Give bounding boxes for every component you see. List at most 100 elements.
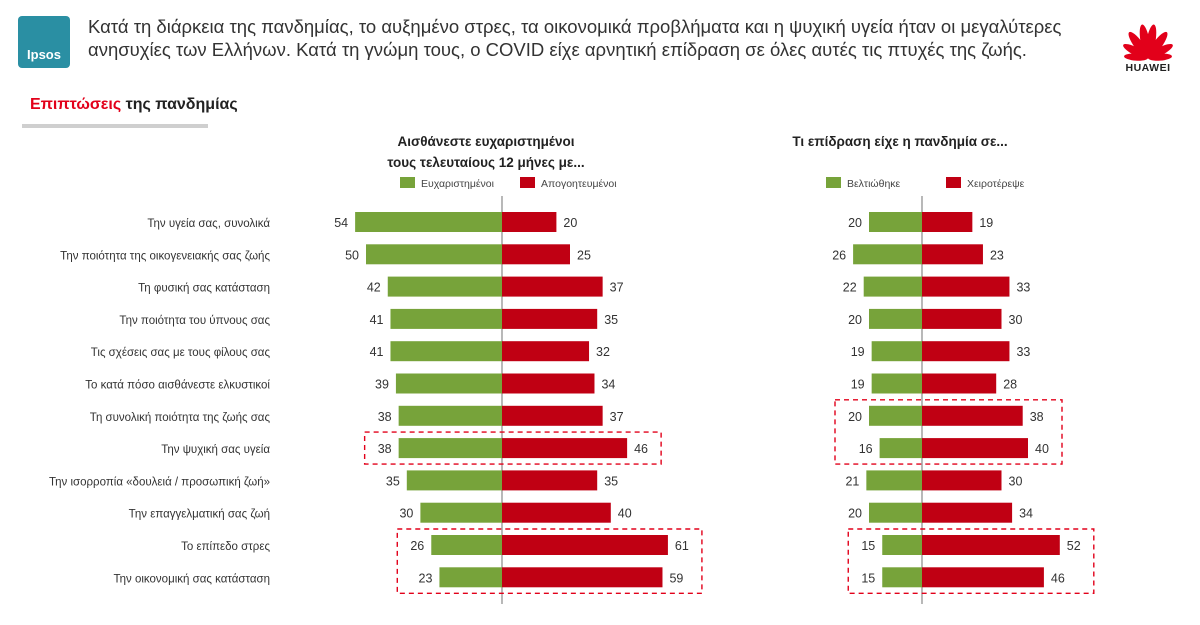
bar-Βελτιώθηκε [879, 438, 922, 459]
ipsos-logo: Ipsos [18, 16, 70, 68]
data-label: 19 [851, 378, 865, 392]
bar-Βελτιώθηκε [871, 341, 922, 362]
bar-Χειροτέρεψε [922, 244, 983, 265]
bar-Ευχαριστημένοι [390, 341, 502, 362]
bar-Χειροτέρεψε [922, 276, 1010, 297]
bar-Βελτιώθηκε [853, 244, 922, 265]
bar-Απογοητευμένοι [502, 438, 628, 459]
bar-Χειροτέρεψε [922, 373, 997, 394]
category-label: Το κατά πόσο αισθάνεστε ελκυστικοί [85, 380, 270, 392]
category-label: Την ποιότητα της οικογενειακής σας ζωής [60, 250, 270, 262]
bar-Χειροτέρεψε [922, 438, 1028, 459]
data-label: 42 [367, 281, 381, 295]
data-label: 61 [675, 539, 689, 553]
bar-Χειροτέρεψε [922, 470, 1002, 491]
bar-Απογοητευμένοι [502, 405, 603, 426]
bar-Χειροτέρεψε [922, 341, 1010, 362]
huawei-flower-icon [1123, 24, 1173, 61]
chart-title: τους τελευταίους 12 μήνες με... [387, 155, 584, 170]
data-label: 20 [563, 216, 577, 230]
data-label: 38 [378, 442, 392, 456]
bar-Χειροτέρεψε [922, 567, 1044, 588]
bar-Απογοητευμένοι [502, 244, 570, 265]
chart-title: Αισθάνεστε ευχαριστημένοι [398, 134, 575, 149]
bar-Χειροτέρεψε [922, 535, 1060, 555]
section-title: Επιπτώσεις της πανδημίας [30, 96, 238, 114]
bar-Ευχαριστημένοι [420, 502, 502, 523]
bar-Ευχαριστημένοι [406, 470, 502, 491]
data-label: 35 [386, 474, 400, 488]
bar-Απογοητευμένοι [502, 535, 668, 555]
category-label: Την οικονομική σας κατάσταση [113, 573, 270, 585]
bar-Ευχαριστημένοι [439, 567, 502, 588]
data-label: 16 [859, 442, 873, 456]
bar-Βελτιώθηκε [871, 373, 922, 394]
bar-Βελτιώθηκε [866, 470, 922, 491]
category-label: Την υγεία σας, συνολικά [147, 218, 270, 230]
highlight-box [396, 528, 703, 595]
category-label: Τη συνολική ποιότητα της ζωής σας [90, 412, 271, 424]
data-label: 20 [848, 216, 862, 230]
data-label: 52 [1067, 539, 1081, 553]
bar-Βελτιώθηκε [882, 567, 922, 588]
data-label: 21 [845, 474, 859, 488]
bar-Απογοητευμένοι [502, 567, 663, 588]
section-underline [22, 124, 208, 128]
data-label: 41 [370, 313, 384, 327]
highlight-box [834, 399, 1063, 465]
data-label: 30 [399, 507, 413, 521]
bar-Ευχαριστημένοι [390, 308, 502, 329]
data-label: 26 [832, 248, 846, 262]
data-label: 35 [604, 474, 618, 488]
headline: Κατά τη διάρκεια της πανδημίας, το αυξημ… [88, 16, 1062, 60]
highlight-box [363, 431, 662, 465]
category-label: Το επίπεδο στρες [181, 541, 270, 553]
category-label: Την ψυχική σας υγεία [161, 444, 270, 456]
section-title-rest: της πανδημίας [121, 96, 238, 113]
data-label: 33 [1016, 345, 1030, 359]
bar-Βελτιώθηκε [869, 212, 922, 232]
data-label: 30 [1009, 474, 1023, 488]
bar-Βελτιώθηκε [863, 276, 922, 297]
bar-Ευχαριστημένοι [398, 405, 502, 426]
data-label: 20 [848, 313, 862, 327]
bar-Βελτιώθηκε [869, 502, 922, 523]
category-label: Τις σχέσεις σας με τους φίλους σας [91, 347, 271, 359]
category-label: Την επαγγελματική σας ζωή [129, 509, 270, 521]
data-label: 41 [370, 345, 384, 359]
legend-label: Βελτιώθηκε [847, 178, 901, 190]
data-label: 22 [843, 281, 857, 295]
data-label: 28 [1003, 378, 1017, 392]
category-label: Την ποιότητα του ύπνους σας [119, 315, 270, 327]
data-label: 35 [604, 313, 618, 327]
bar-Χειροτέρεψε [922, 212, 973, 232]
bar-Απογοητευμένοι [502, 308, 598, 329]
data-label: 23 [419, 571, 433, 585]
bar-Ευχαριστημένοι [366, 244, 502, 265]
data-label: 19 [979, 216, 993, 230]
data-label: 37 [610, 281, 624, 295]
data-label: 30 [1009, 313, 1023, 327]
data-label: 20 [848, 507, 862, 521]
legend-swatch [946, 177, 961, 188]
bar-Απογοητευμένοι [502, 276, 603, 297]
category-label: Την ισορροπία «δουλειά / προσωπική ζωή» [49, 476, 270, 488]
bar-Ευχαριστημένοι [431, 535, 502, 555]
legend-label: Χειροτέρεψε [967, 178, 1025, 190]
chart-title: Τι επίδραση είχε η πανδημία σε... [792, 134, 1007, 149]
ipsos-logo-text: Ipsos [27, 47, 61, 62]
data-label: 37 [610, 410, 624, 424]
bar-Απογοητευμένοι [502, 373, 595, 394]
data-label: 59 [669, 571, 683, 585]
bar-Ευχαριστημένοι [395, 373, 502, 394]
huawei-logo-text: HUAWEI [1125, 62, 1171, 74]
data-label: 15 [861, 539, 875, 553]
data-label: 32 [596, 345, 610, 359]
category-label: Τη φυσική σας κατάσταση [138, 283, 270, 295]
data-label: 19 [851, 345, 865, 359]
bar-Βελτιώθηκε [869, 405, 922, 426]
data-label: 33 [1016, 281, 1030, 295]
data-label: 39 [375, 378, 389, 392]
data-label: 34 [601, 378, 615, 392]
